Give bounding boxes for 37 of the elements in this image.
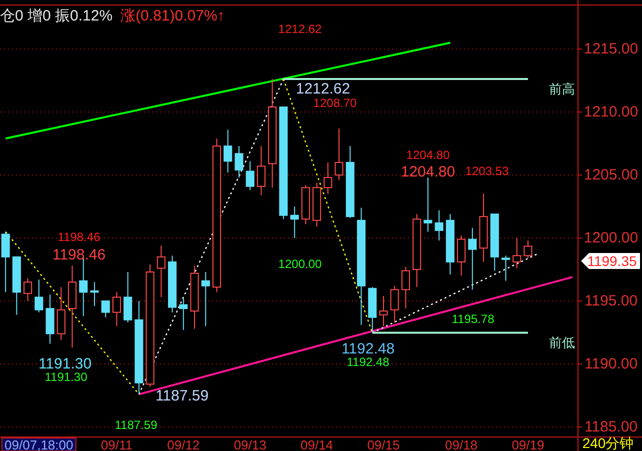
annotation: 1192.48 [341, 340, 395, 358]
annotation: 1195.78 [452, 312, 495, 326]
chart-title: 仓0 增0 振0.12% [0, 8, 113, 24]
x-tick-label: 09/15 [367, 438, 400, 451]
annotation: 1200.00 [278, 257, 322, 271]
annotation: 1212.62 [278, 22, 322, 36]
annotation: 1191.30 [38, 356, 92, 372]
annotation: 1203.53 [465, 164, 510, 178]
x-tick-label: 09/13 [234, 438, 266, 451]
annotation: 1208.70 [313, 96, 358, 110]
y-tick-label: 1185.00 [584, 418, 638, 436]
y-tick-label: 1190.00 [584, 355, 638, 372]
x-tick-label: 09/12 [167, 438, 200, 451]
annotation: 1198.46 [52, 246, 106, 264]
y-tick-label: 1200.00 [584, 230, 638, 247]
annotation: 1204.80 [400, 164, 456, 180]
y-tick-label: 1195.00 [584, 292, 638, 310]
y-tick-label: 1205.00 [584, 166, 638, 184]
annotation: 1187.59 [114, 418, 158, 432]
x-tick-label: 09/07,18:00 [4, 438, 74, 451]
text: 240分钟 [582, 435, 634, 451]
y-tick-label: 1210.00 [584, 104, 638, 121]
series-label: 前高 [548, 82, 575, 97]
annotation: 1187.59 [155, 388, 209, 404]
annotation: 1212.62 [296, 80, 350, 98]
annotation: 1191.30 [44, 370, 88, 384]
annotation: 1198.46 [58, 230, 101, 244]
y-tick-label: 1215.00 [584, 40, 638, 58]
x-tick-label: 09/11 [100, 438, 132, 451]
x-tick-label: 09/14 [300, 438, 334, 451]
annotation: 1204.80 [406, 148, 450, 162]
annotation: 1192.48 [346, 355, 390, 369]
x-tick-label: 09/18 [445, 438, 478, 451]
text: 1199.35 [587, 253, 637, 269]
chart-subtitle: 涨(0.81)0.07%↑ [120, 8, 225, 24]
x-tick-label: 09/19 [512, 438, 544, 451]
series-label: 前低 [548, 335, 575, 350]
